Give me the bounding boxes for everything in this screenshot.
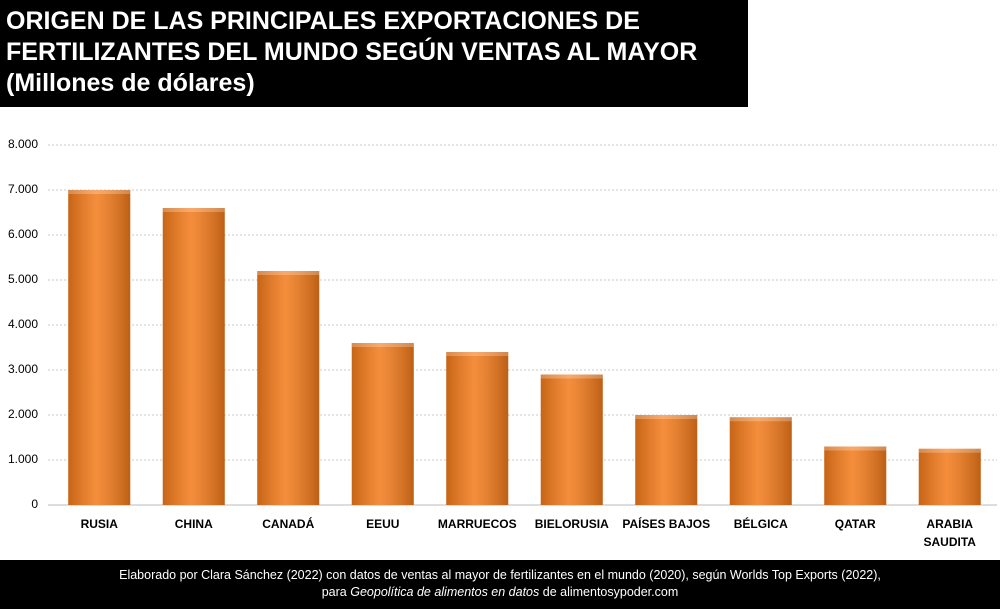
x-tick-label: BÉLGICA	[733, 517, 788, 531]
bar-top	[68, 190, 131, 194]
bar-top	[351, 343, 414, 347]
x-tick-label: ARABIA SAUDITA	[923, 517, 976, 549]
bar-shade	[918, 448, 981, 505]
bar-shade	[257, 271, 320, 505]
bar-top	[824, 446, 887, 451]
y-tick-label: 5.000	[8, 272, 38, 286]
bar-shade	[540, 374, 603, 505]
chart: 0 1.000 2.000 3.000 4.000 5.000 6.000 7.000 8.00…	[8, 137, 997, 511]
x-tick-label: CHINA	[174, 517, 213, 531]
x-tick-label: QATAR	[834, 517, 876, 531]
bar-top	[162, 208, 225, 212]
bar-shade	[351, 343, 414, 505]
y-tick-label: 3.000	[8, 362, 38, 376]
y-tick-label: 0	[31, 497, 38, 511]
bar-top	[918, 448, 981, 453]
x-tick-label: MARRUECOS	[437, 517, 517, 531]
source-note: Elaborado por Clara Sánchez (2022) con d…	[119, 568, 881, 582]
y-tick-label: 4.000	[8, 317, 38, 331]
x-tick-label: EEUU	[366, 517, 400, 531]
x-tick-label: PAÍSES BAJOS	[622, 517, 711, 531]
x-tick-label: RUSIA	[80, 517, 118, 531]
bar-shade	[446, 352, 509, 505]
title-box: ORIGEN DE LAS PRINCIPALES EXPORTACIONES …	[0, 0, 748, 107]
y-tick-label: 7.000	[8, 182, 38, 196]
y-tick-label: 8.000	[8, 137, 38, 151]
bar-top	[446, 352, 509, 356]
y-tick-label: 6.000	[8, 227, 38, 241]
y-tick-label: 1.000	[8, 452, 38, 466]
footer: Elaborado por Clara Sánchez (2022) con d…	[0, 560, 1000, 609]
x-tick-label: CANADÁ	[262, 517, 315, 531]
y-tick-label: 2.000	[8, 407, 38, 421]
chart-title: ORIGEN DE LAS PRINCIPALES EXPORTACIONES …	[6, 7, 698, 66]
bar-top	[729, 417, 792, 422]
bar-top	[257, 271, 320, 275]
bar-shade	[824, 446, 887, 505]
source-note: de alimentosypoder.com	[542, 585, 679, 599]
bar-shade	[729, 417, 792, 505]
bar-shade	[68, 190, 131, 505]
chart-subtitle: (Millones de dólares)	[6, 69, 255, 97]
bar-top	[540, 374, 603, 379]
bar-top	[635, 415, 698, 419]
bar-shade	[635, 415, 698, 505]
source-title: Geopolítica de alimentos en datos	[350, 585, 540, 599]
source-note: para	[321, 585, 347, 599]
x-tick-label: BIELORUSIA	[534, 517, 609, 531]
bar-shade	[162, 208, 225, 505]
